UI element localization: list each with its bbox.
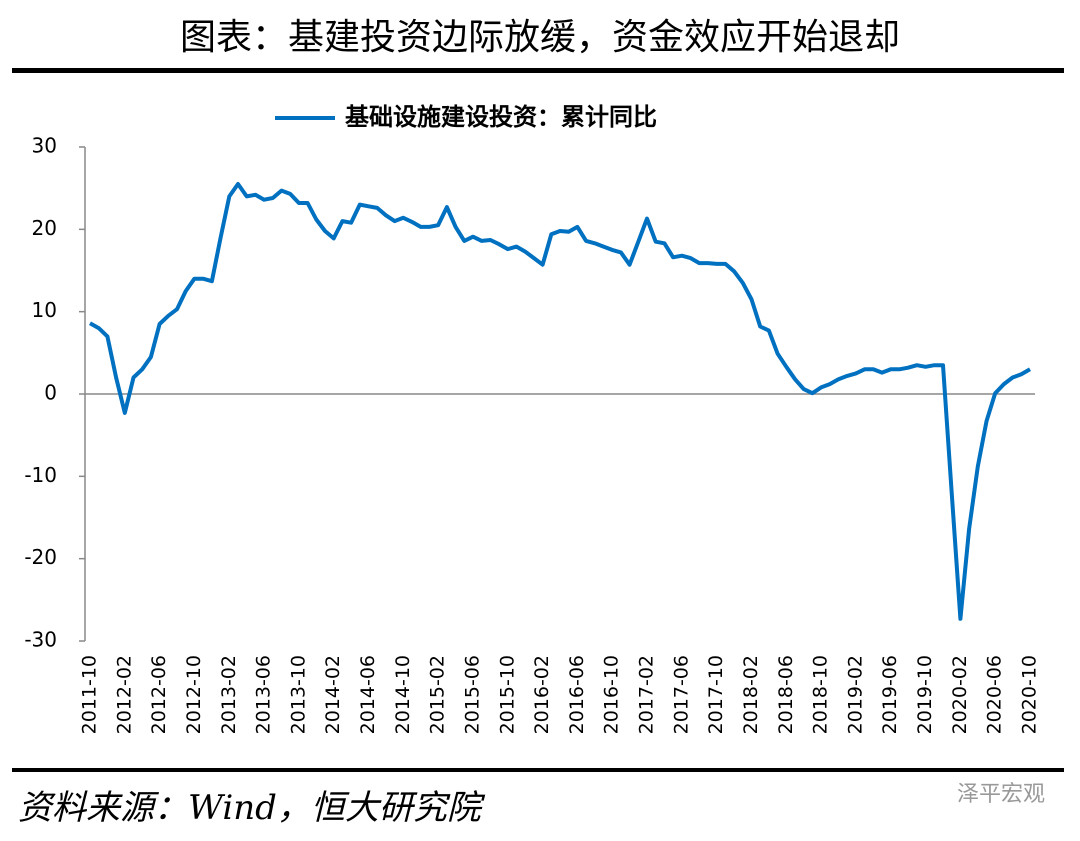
x-tick-label: 2015-02 bbox=[427, 655, 449, 734]
x-tick-label: 2020-06 bbox=[984, 655, 1006, 734]
x-tick-label: 2016-10 bbox=[601, 655, 623, 734]
y-tick-label: -20 bbox=[24, 545, 57, 569]
legend-label: 基础设施建设投资：累计同比 bbox=[345, 103, 657, 131]
x-tick-label: 2018-10 bbox=[810, 655, 832, 734]
x-tick-label: 2017-02 bbox=[636, 655, 658, 734]
x-tick-label: 2012-10 bbox=[183, 655, 205, 734]
x-tick-label: 2020-10 bbox=[1019, 655, 1041, 734]
x-tick-label: 2012-02 bbox=[113, 655, 135, 734]
x-tick-label: 2019-06 bbox=[879, 655, 901, 734]
x-tick-label: 2016-06 bbox=[566, 655, 588, 734]
x-tick-label: 2017-06 bbox=[670, 655, 692, 734]
series-line bbox=[89, 182, 1031, 621]
y-tick-label: 0 bbox=[44, 381, 57, 405]
chart-title: 图表：基建投资边际放缓，资金效应开始退却 bbox=[180, 17, 900, 58]
x-tick-label: 2020-02 bbox=[949, 655, 971, 734]
y-tick-label: 20 bbox=[32, 216, 57, 240]
watermark: 泽平宏观 bbox=[957, 782, 1045, 807]
x-tick-label: 2011-10 bbox=[79, 655, 101, 734]
source: 资料来源：Wind，恒大研究院 bbox=[18, 788, 486, 828]
x-tick-label: 2013-06 bbox=[253, 655, 275, 734]
title-rule bbox=[12, 68, 1064, 73]
x-tick-label: 2013-10 bbox=[287, 655, 309, 734]
x-tick-label: 2014-02 bbox=[322, 655, 344, 734]
x-tick-label: 2014-06 bbox=[357, 655, 379, 734]
x-tick-label: 2018-06 bbox=[775, 655, 797, 734]
y-tick-label: -10 bbox=[24, 463, 57, 487]
x-tick-label: 2014-10 bbox=[392, 655, 414, 734]
x-tick-label: 2017-10 bbox=[705, 655, 727, 734]
x-tick-label: 2016-02 bbox=[531, 655, 553, 734]
footer-rule bbox=[12, 768, 1064, 772]
x-tick-label: 2015-10 bbox=[496, 655, 518, 734]
y-tick-label: 30 bbox=[32, 134, 57, 158]
y-tick-label: -30 bbox=[24, 628, 57, 652]
x-tick-label: 2013-02 bbox=[218, 655, 240, 734]
x-tick-label: 2012-06 bbox=[148, 655, 170, 734]
x-tick-label: 2019-10 bbox=[914, 655, 936, 734]
x-tick-label: 2019-02 bbox=[844, 655, 866, 734]
y-tick-label: 10 bbox=[32, 298, 57, 322]
x-tick-label: 2018-02 bbox=[740, 655, 762, 734]
x-tick-label: 2015-06 bbox=[461, 655, 483, 734]
